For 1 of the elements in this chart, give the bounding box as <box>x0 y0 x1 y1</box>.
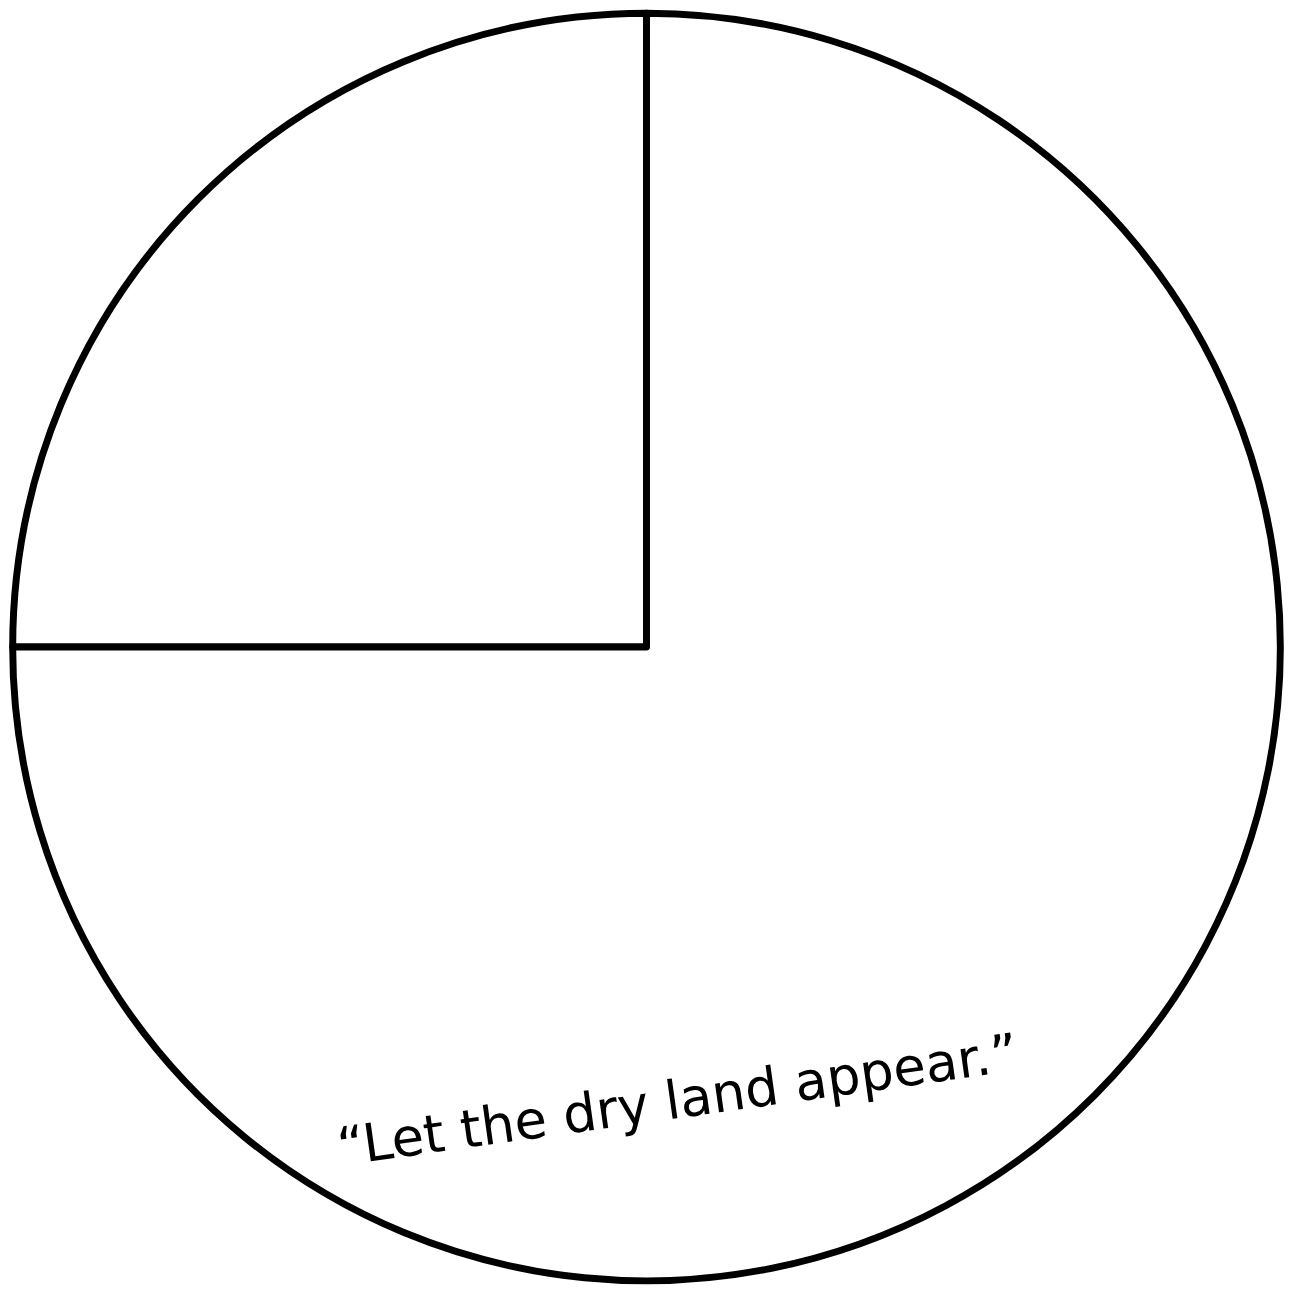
slice-label: “Let the dry land appear.” <box>339 1030 1018 1176</box>
